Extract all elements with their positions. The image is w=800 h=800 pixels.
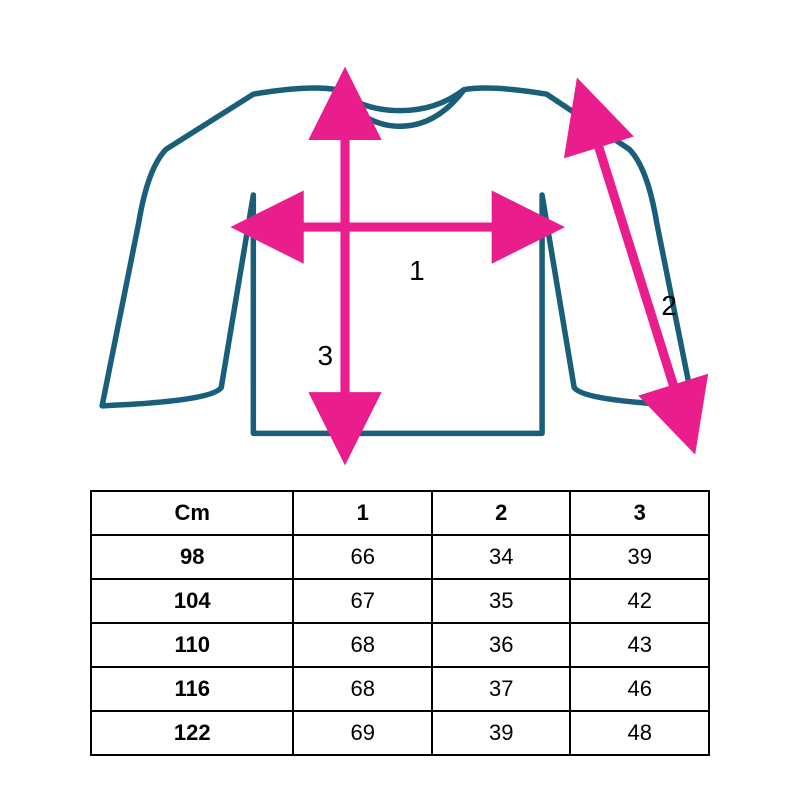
- value-cell: 42: [570, 579, 709, 623]
- size-cell: 98: [91, 535, 293, 579]
- value-cell: 36: [432, 623, 571, 667]
- garment-outline: [102, 88, 693, 433]
- garment-diagram: 1 2 3: [70, 20, 730, 480]
- table-row: 110683643: [91, 623, 709, 667]
- size-cell: 116: [91, 667, 293, 711]
- value-cell: 67: [293, 579, 432, 623]
- value-cell: 66: [293, 535, 432, 579]
- dimension-label-1: 1: [409, 255, 425, 287]
- value-cell: 46: [570, 667, 709, 711]
- value-cell: 35: [432, 579, 571, 623]
- value-cell: 68: [293, 667, 432, 711]
- garment-svg: [70, 20, 730, 480]
- value-cell: 68: [293, 623, 432, 667]
- value-cell: 34: [432, 535, 571, 579]
- size-cell: 104: [91, 579, 293, 623]
- size-table: Cm 1 2 3 9866343910467354211068364311668…: [90, 490, 710, 756]
- header-size: Cm: [91, 491, 293, 535]
- table-row: 98663439: [91, 535, 709, 579]
- header-col-1: 1: [293, 491, 432, 535]
- table-header-row: Cm 1 2 3: [91, 491, 709, 535]
- value-cell: 48: [570, 711, 709, 755]
- header-col-3: 3: [570, 491, 709, 535]
- value-cell: 37: [432, 667, 571, 711]
- dimension-label-3: 3: [318, 340, 334, 372]
- value-cell: 39: [570, 535, 709, 579]
- size-cell: 110: [91, 623, 293, 667]
- dimension-label-2: 2: [661, 290, 677, 322]
- value-cell: 39: [432, 711, 571, 755]
- value-cell: 43: [570, 623, 709, 667]
- table-row: 116683746: [91, 667, 709, 711]
- table-row: 122693948: [91, 711, 709, 755]
- header-col-2: 2: [432, 491, 571, 535]
- value-cell: 69: [293, 711, 432, 755]
- table-row: 104673542: [91, 579, 709, 623]
- size-cell: 122: [91, 711, 293, 755]
